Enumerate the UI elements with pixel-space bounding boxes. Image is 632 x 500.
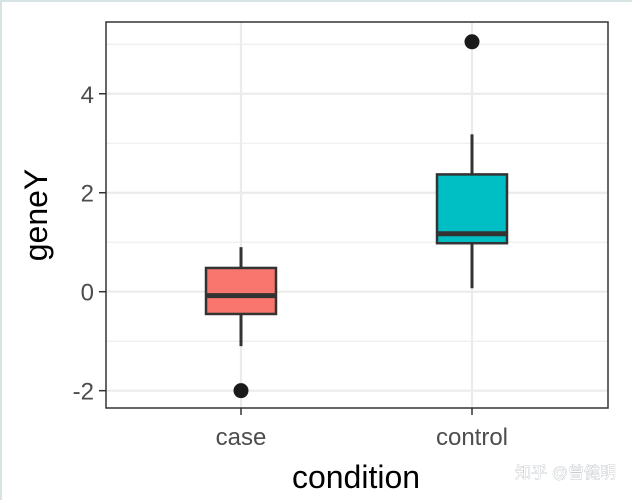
y-tick-label: -2 [73, 379, 94, 406]
watermark-text: 知乎 @曾健明 [515, 464, 616, 482]
boxes [204, 34, 509, 399]
box-control [435, 34, 509, 289]
panel-border [105, 21, 609, 409]
x-axis-title: condition [292, 459, 420, 495]
outlier-point [233, 383, 249, 399]
panel-background [106, 22, 608, 408]
outlier-point [464, 34, 480, 50]
axes: -2 0 2 4 case control [73, 82, 508, 451]
x-tick-label: control [436, 424, 508, 451]
x-tick-label: case [216, 424, 267, 451]
y-tick-label: 2 [81, 181, 94, 208]
y-tick-label: 0 [81, 280, 94, 307]
box-case [204, 247, 278, 399]
y-axis-title: geneY [18, 169, 54, 262]
box-iqr [204, 266, 278, 316]
y-tick-label: 4 [81, 82, 94, 109]
